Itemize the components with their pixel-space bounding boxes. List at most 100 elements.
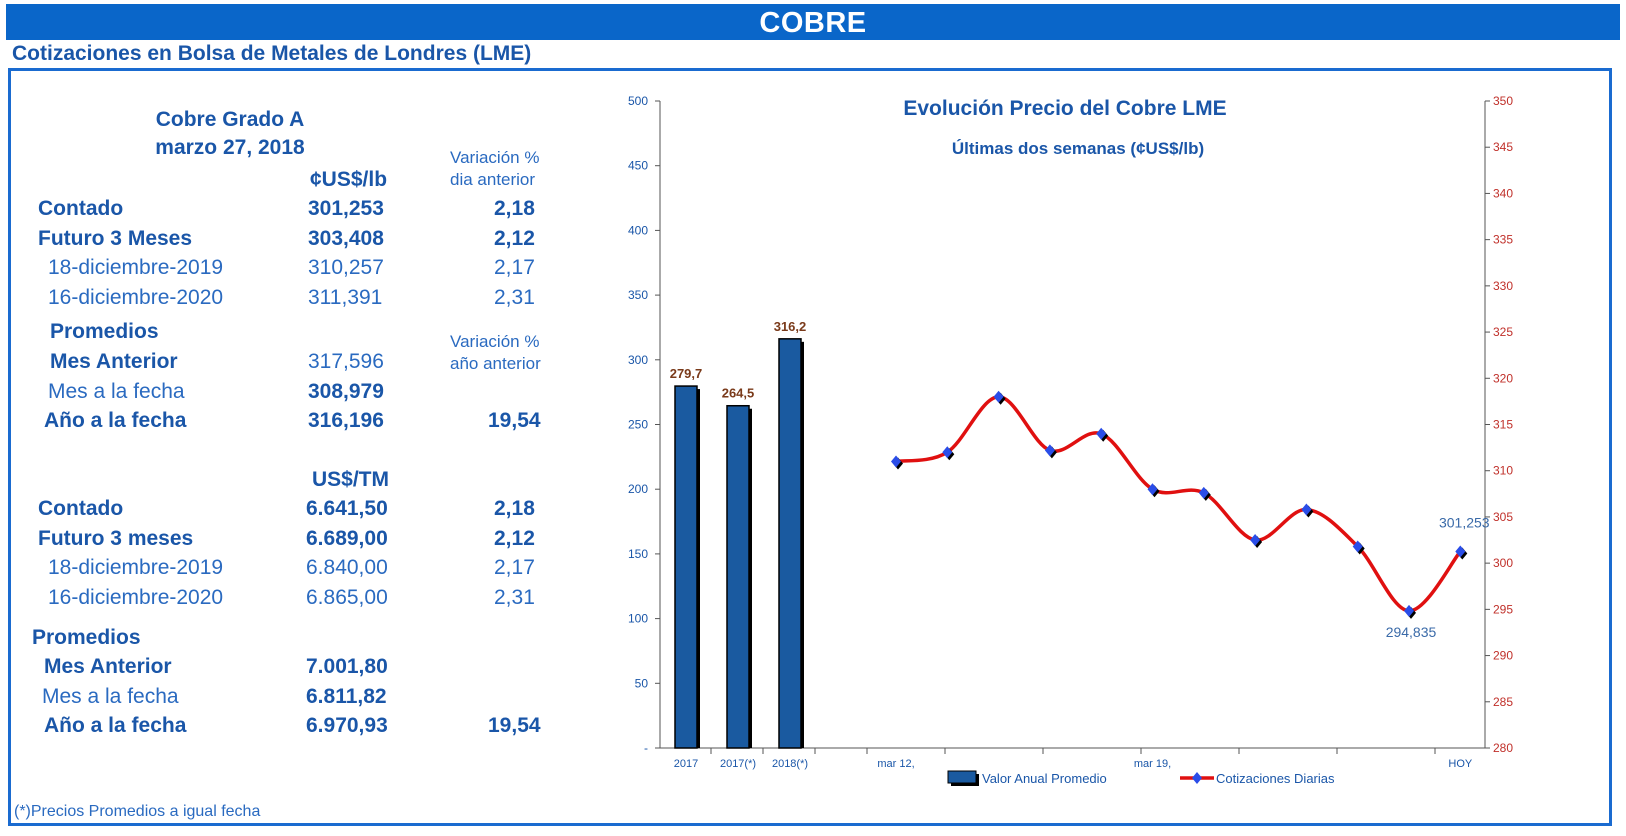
right-axis-tick-label: 335: [1493, 233, 1513, 247]
lb-row-value: 310,257: [308, 256, 384, 279]
right-axis-tick-label: 315: [1493, 418, 1513, 432]
x-date-label: HOY: [1448, 758, 1473, 770]
daily-price-line: [895, 395, 1462, 613]
chart-subtitle: Últimas dos semanas (¢US$/lb): [952, 139, 1204, 158]
left-axis-tick-label: 500: [628, 94, 648, 108]
point-marker: [1198, 486, 1209, 499]
tm-anio-fecha-value: 6.970,93: [306, 714, 388, 737]
tm-row-var: 2,31: [494, 586, 535, 609]
lb-row-var: 2,17: [494, 256, 535, 279]
lb-row-var: 2,31: [494, 286, 535, 309]
var-day-header-2: dia anterior: [450, 170, 536, 189]
point-value-annotation: 301,253: [1439, 515, 1490, 531]
tm-row-value: 6.689,00: [306, 527, 388, 550]
point-marker: [1096, 427, 1107, 440]
point-marker: [1250, 534, 1261, 547]
point-marker: [1404, 604, 1414, 617]
point-marker: [891, 455, 901, 468]
point-marker: [1301, 503, 1312, 516]
lb-row-value: 301,253: [308, 197, 384, 220]
tm-row-value: 6.840,00: [306, 556, 388, 579]
point-marker: [1455, 545, 1466, 558]
tm-row-var: 2,12: [494, 527, 535, 550]
bar: [674, 385, 698, 749]
left-axis-tick-label: 400: [628, 223, 648, 237]
point-marker: [1044, 444, 1055, 457]
tm-row-value: 6.865,00: [306, 586, 388, 609]
lb-row-var: 2,12: [494, 227, 535, 250]
tm-row-label: Contado: [38, 497, 124, 520]
right-axis-tick-label: 330: [1493, 279, 1513, 293]
tm-row-label: 18-diciembre-2019: [48, 556, 224, 579]
bar-value-label: 279,7: [670, 366, 703, 381]
x-date-label: mar 19,: [1134, 758, 1171, 770]
lb-row-var: 2,18: [494, 197, 535, 220]
footnote: (*)Precios Promedios a igual fecha: [14, 803, 261, 820]
tm-row-label: Futuro 3 meses: [38, 527, 194, 550]
lb-mes-anterior-value: 317,596: [308, 350, 384, 373]
tm-row-var: 2,18: [494, 497, 535, 520]
right-axis-tick-label: 285: [1493, 695, 1513, 709]
banner-title: COBRE: [6, 4, 1620, 40]
lb-anio-fecha-var: 19,54: [488, 409, 541, 432]
unit-lb-header: ¢US$/lb: [310, 168, 388, 191]
lb-anio-fecha-label: Año a la fecha: [44, 409, 187, 432]
lb-row-label: Contado: [38, 197, 124, 220]
x-category-label: 2018(*): [772, 758, 808, 770]
x-category-label: 2017(*): [720, 758, 756, 770]
tm-mes-fecha-value: 6.811,82: [306, 685, 387, 708]
unit-tm-header: US$/TM: [312, 468, 390, 491]
tm-mes-fecha-label: Mes a la fecha: [42, 685, 179, 708]
x-date-label: mar 12,: [877, 758, 914, 770]
right-axis-tick-label: 345: [1493, 140, 1513, 154]
left-axis-tick-label: 150: [628, 547, 648, 561]
right-axis-tick-label: 290: [1493, 649, 1513, 663]
lb-mes-anterior-label: Mes Anterior: [50, 350, 178, 373]
lb-row-label: 16-diciembre-2020: [48, 286, 224, 309]
tm-anio-fecha-var: 19,54: [488, 714, 541, 737]
left-axis-tick-label: 200: [628, 482, 648, 496]
right-axis-tick-label: 320: [1493, 371, 1513, 385]
tm-row-value: 6.641,50: [306, 497, 388, 520]
right-axis-tick-label: 340: [1493, 186, 1513, 200]
left-axis-tick-label: 100: [628, 612, 648, 626]
var-year-header-1: Variación %: [450, 332, 540, 351]
left-axis-tick-label: 300: [628, 353, 648, 367]
left-axis-tick-label: 50: [635, 676, 649, 690]
right-axis-tick-label: 325: [1493, 325, 1513, 339]
right-axis-tick-label: 295: [1493, 602, 1513, 616]
lb-mes-fecha-label: Mes a la fecha: [48, 380, 185, 403]
var-day-header-1: Variación %: [450, 148, 540, 167]
tm-mes-anterior-label: Mes Anterior: [44, 655, 172, 678]
x-category-label: 2017: [674, 758, 698, 770]
right-axis-tick-label: 350: [1493, 94, 1513, 108]
tm-row-label: 16-diciembre-2020: [48, 586, 224, 609]
right-axis-tick-label: 300: [1493, 556, 1513, 570]
point-marker: [1147, 483, 1158, 496]
lb-row-value: 303,408: [308, 227, 384, 250]
content-frame: [8, 68, 1612, 826]
page-subtitle: Cotizaciones en Bolsa de Metales de Lond…: [12, 42, 532, 65]
left-axis-tick-label: 350: [628, 288, 648, 302]
tm-promedios-heading: Promedios: [32, 626, 141, 649]
legend-line-label: Cotizaciones Diarias: [1216, 771, 1335, 786]
lb-mes-fecha-value: 308,979: [308, 380, 384, 403]
legend-bar-label: Valor Anual Promedio: [982, 771, 1107, 786]
point-marker: [1352, 540, 1363, 553]
left-axis-tick-label: -: [644, 741, 648, 755]
bar-value-label: 264,5: [722, 386, 755, 401]
point-value-annotation: 294,835: [1386, 624, 1437, 640]
var-year-header-2: año anterior: [450, 354, 541, 373]
right-axis-tick-label: 280: [1493, 741, 1513, 755]
legend-bar-swatch: [947, 770, 977, 784]
product-name: Cobre Grado A: [155, 108, 305, 131]
lb-anio-fecha-value: 316,196: [308, 409, 384, 432]
tm-row-var: 2,17: [494, 556, 535, 579]
left-axis-tick-label: 450: [628, 159, 648, 173]
lb-row-label: Futuro 3 Meses: [38, 227, 193, 250]
lb-promedios-heading: Promedios: [50, 320, 159, 343]
legend-line-marker: [1192, 772, 1202, 784]
tm-mes-anterior-value: 7.001,80: [306, 655, 388, 678]
tm-anio-fecha-label: Año a la fecha: [44, 714, 187, 737]
